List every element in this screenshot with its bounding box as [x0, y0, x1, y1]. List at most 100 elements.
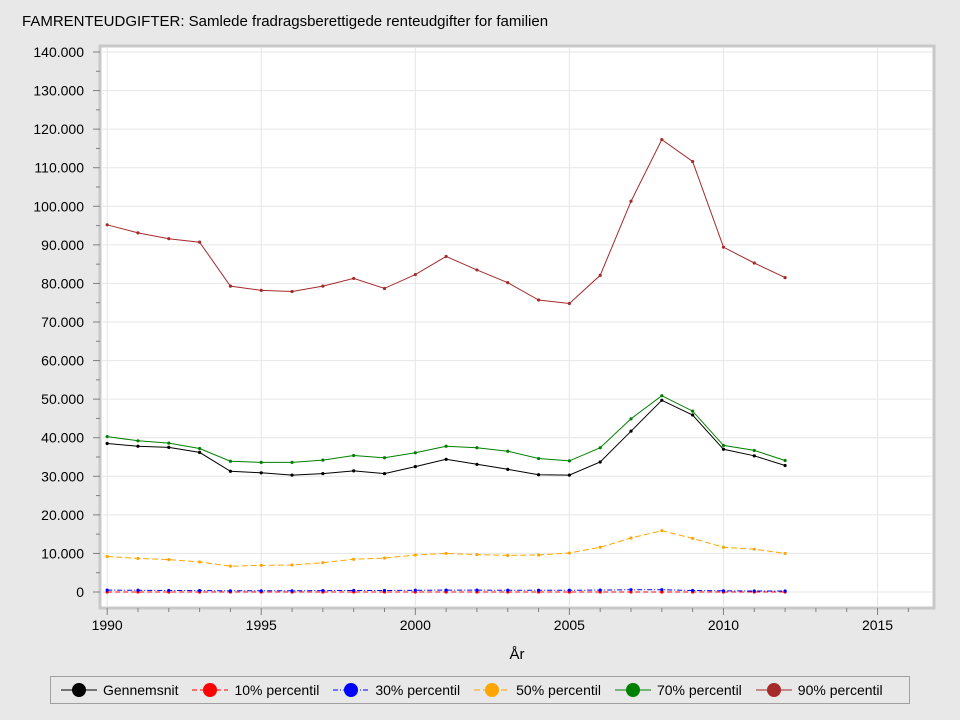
data-point-gennemsnit [721, 447, 726, 451]
data-point-90-percentil [321, 284, 325, 288]
legend-item-30-percentil: 30% percentil [333, 682, 460, 698]
y-tick-label: 110.000 [34, 160, 84, 176]
data-point-70-percentil [198, 446, 202, 451]
data-point-70-percentil [660, 394, 664, 398]
data-point-70-percentil [321, 458, 325, 462]
data-point-30-percentil [259, 589, 263, 593]
data-point-90-percentil [721, 245, 726, 249]
legend-swatch [333, 683, 370, 697]
y-tick-label: 120.000 [33, 121, 84, 137]
x-tick-label: 2010 [708, 617, 739, 633]
data-point-gennemsnit [321, 471, 325, 476]
data-point-gennemsnit [691, 413, 695, 417]
data-point-70-percentil [783, 458, 787, 463]
data-point-90-percentil [783, 276, 787, 280]
data-point-30-percentil [506, 588, 510, 592]
x-tick-label: 2015 [862, 617, 893, 633]
x-tick-label: 2000 [400, 617, 431, 633]
y-tick-label: 20.000 [41, 507, 84, 523]
data-point-50-percentil [567, 551, 571, 555]
data-point-90-percentil [382, 286, 387, 291]
legend: Gennemsnit 10% percentil 30% percentil 50% … [50, 676, 910, 704]
data-point-90-percentil [629, 199, 633, 203]
data-point-30-percentil [444, 588, 448, 592]
data-point-gennemsnit [444, 457, 448, 461]
data-point-30-percentil [598, 588, 602, 592]
data-point-30-percentil [660, 588, 664, 592]
data-point-90-percentil [105, 223, 109, 227]
data-point-50-percentil [444, 551, 448, 556]
legend-swatch [61, 683, 97, 697]
data-point-70-percentil [228, 459, 233, 463]
data-point-30-percentil [629, 588, 633, 592]
data-point-50-percentil [506, 553, 510, 557]
data-point-30-percentil [413, 588, 417, 592]
y-tick-label: 0 [76, 584, 84, 600]
data-point-90-percentil [506, 281, 510, 285]
data-point-30-percentil [567, 588, 571, 592]
data-point-50-percentil [228, 564, 233, 568]
data-point-50-percentil [536, 553, 541, 557]
data-point-gennemsnit [198, 450, 202, 454]
y-tick-label: 100.000 [33, 198, 84, 214]
y-tick-label: 40.000 [41, 430, 84, 446]
legend-label: 50% percentil [516, 682, 601, 698]
data-point-gennemsnit [752, 454, 756, 458]
data-point-50-percentil [198, 560, 202, 564]
data-point-30-percentil [228, 589, 233, 593]
data-point-70-percentil [259, 460, 263, 464]
data-point-90-percentil [136, 231, 140, 235]
data-point-50-percentil [167, 558, 171, 562]
y-tick-label: 10.000 [41, 545, 84, 561]
legend-swatch [192, 683, 229, 697]
data-point-30-percentil [167, 588, 171, 593]
y-tick-label: 130.000 [33, 83, 84, 99]
legend-item-gennemsnit: Gennemsnit [61, 682, 178, 698]
data-point-50-percentil [660, 529, 664, 533]
data-point-50-percentil [629, 536, 633, 540]
x-tick-label: 1995 [246, 617, 277, 633]
plot-background [98, 44, 936, 610]
grid-lines [101, 47, 933, 607]
data-point-90-percentil [475, 268, 479, 272]
legend-item-50-percentil: 50% percentil [474, 682, 601, 698]
data-point-gennemsnit [105, 441, 109, 446]
legend-swatch [755, 683, 792, 697]
x-axis-title: År [510, 646, 525, 663]
data-point-90-percentil [259, 288, 263, 292]
data-point-50-percentil [352, 557, 356, 561]
data-point-gennemsnit [167, 445, 171, 449]
data-point-gennemsnit [136, 444, 140, 448]
data-point-50-percentil [783, 551, 787, 556]
y-tick-label: 60.000 [41, 353, 84, 369]
legend-label: 30% percentil [375, 682, 461, 698]
data-point-90-percentil [660, 137, 664, 142]
y-tick-label: 90.000 [41, 237, 84, 253]
data-point-70-percentil [352, 453, 356, 458]
data-point-10-percentil [629, 590, 633, 594]
data-point-90-percentil [567, 301, 571, 306]
data-point-50-percentil [598, 545, 602, 549]
data-point-30-percentil [105, 588, 109, 592]
data-point-30-percentil [290, 589, 294, 593]
legend-label: 10% percentil [234, 682, 320, 698]
data-point-30-percentil [352, 588, 356, 593]
data-point-30-percentil [783, 589, 787, 593]
x-tick-label: 2005 [554, 617, 585, 633]
data-point-30-percentil [536, 588, 541, 592]
data-point-gennemsnit [783, 463, 787, 468]
data-point-50-percentil [691, 536, 695, 540]
series-line-50-percentil [107, 530, 786, 567]
data-point-gennemsnit [259, 471, 263, 475]
data-point-90-percentil [198, 240, 202, 244]
data-point-70-percentil [290, 460, 294, 464]
data-point-50-percentil [752, 547, 756, 551]
data-point-90-percentil [444, 254, 448, 259]
data-point-gennemsnit [629, 429, 633, 433]
data-point-50-percentil [136, 556, 140, 561]
data-point-90-percentil [752, 261, 756, 265]
data-point-90-percentil [598, 273, 602, 277]
data-point-70-percentil [167, 441, 171, 445]
data-point-90-percentil [228, 284, 233, 288]
legend-label: Gennemsnit [103, 682, 179, 698]
